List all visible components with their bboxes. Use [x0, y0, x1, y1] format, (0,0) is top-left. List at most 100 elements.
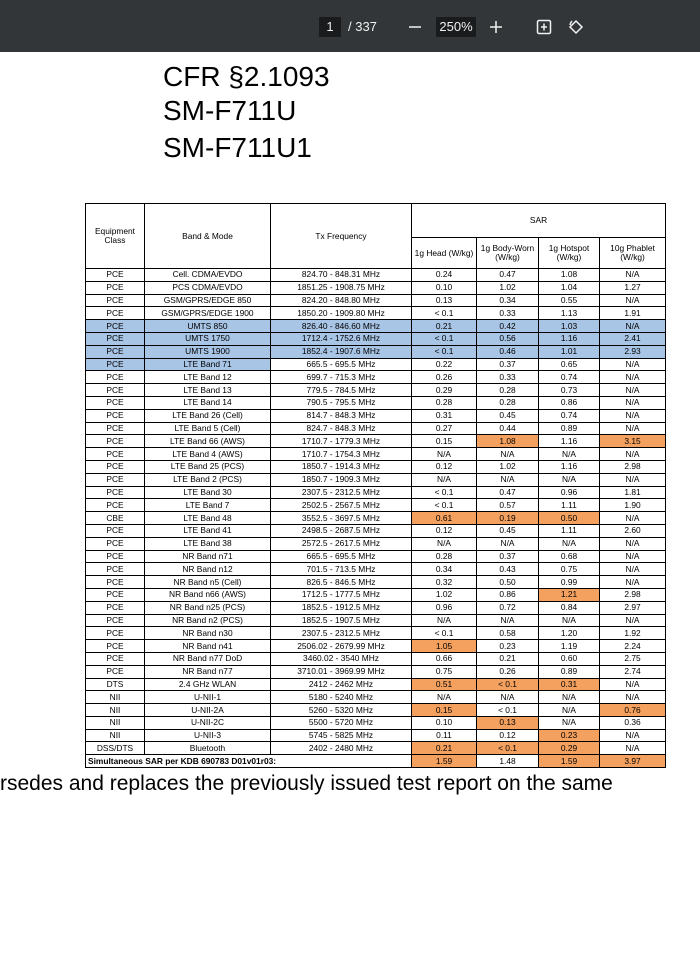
- table-cell: N/A: [411, 536, 477, 551]
- table-cell: U-NII-2C: [144, 715, 271, 730]
- table-row: PCE NR Band n5 (Cell) 826.5 - 846.5 MHz 0.3…: [85, 575, 667, 589]
- table-cell: LTE Band 66 (AWS): [144, 434, 271, 449]
- table-cell: 0.37: [476, 549, 539, 564]
- table-cell: 3.15: [598, 434, 667, 449]
- header-cell: 1g Head (W/kg): [411, 237, 477, 269]
- table-row: PCE NR Band n12 701.5 - 713.5 MHz 0.34 0.43 0…: [85, 562, 667, 577]
- toolbar: 1 / 337 250%: [0, 0, 700, 52]
- table-cell: PCE: [85, 395, 145, 410]
- table-cell: 0.96: [411, 600, 477, 615]
- table-cell: 0.66: [411, 651, 477, 666]
- table-cell: LTE Band 7: [144, 498, 271, 513]
- table-cell: 0.75: [538, 562, 600, 577]
- table-cell: N/A: [538, 447, 600, 461]
- table-cell: 0.96: [538, 485, 600, 500]
- table-cell: 0.73: [538, 383, 600, 397]
- table-cell: N/A: [538, 690, 600, 705]
- table-cell: 0.28: [411, 549, 477, 564]
- table-cell: 2572.5 - 2617.5 MHz: [270, 536, 412, 551]
- table-cell: 0.21: [476, 651, 539, 666]
- table-cell: NR Band n77 DoD: [144, 651, 271, 666]
- table-cell: LTE Band 5 (Cell): [144, 421, 271, 436]
- table-cell: 0.23: [538, 728, 600, 743]
- table-cell: 1710.7 - 1754.3 MHz: [270, 447, 412, 461]
- table-cell: Bluetooth: [144, 741, 271, 756]
- table-cell: 0.84: [538, 600, 600, 615]
- table-cell: PCE: [85, 447, 145, 461]
- table-cell: 790.5 - 795.5 MHz: [270, 395, 412, 410]
- table-cell: < 0.1: [476, 703, 539, 717]
- table-cell: PCE: [85, 383, 145, 397]
- table-cell: 0.43: [476, 562, 539, 577]
- zoom-in[interactable]: [489, 20, 503, 34]
- table-cell: PCE: [85, 536, 145, 551]
- table-row: DSS/DTS Bluetooth 2402 - 2480 MHz 0.21 < 0.1…: [85, 741, 667, 756]
- table-cell: 0.31: [538, 677, 600, 692]
- table-row: PCE LTE Band 30 2307.5 - 2312.5 MHz < 0.1 0.…: [85, 485, 667, 500]
- table-cell: UMTS 1900: [144, 344, 271, 359]
- fit-page[interactable]: [536, 19, 552, 35]
- table-cell: PCE: [85, 600, 145, 615]
- table-cell: PCE: [85, 523, 145, 538]
- table-cell: NII: [85, 690, 145, 705]
- table-cell: 0.42: [476, 319, 539, 333]
- table-cell: 0.89: [538, 664, 600, 679]
- table-cell: LTE Band 26 (Cell): [144, 408, 271, 423]
- table-cell: PCE: [85, 293, 145, 308]
- table-cell: N/A: [476, 536, 539, 551]
- table-cell: PCS CDMA/EVDO: [144, 280, 271, 295]
- table-cell: 826.40 - 846.60 MHz: [270, 319, 412, 333]
- table-row: PCE GSM/GPRS/EDGE 850 824.20 - 848.80 MHz 0…: [85, 293, 667, 308]
- footer-cell: 1.59: [538, 754, 600, 769]
- table-cell: 0.10: [411, 715, 477, 730]
- table-row: PCE UMTS 1900 1852.4 - 1907.6 MHz < 0.1 0.46…: [85, 344, 667, 359]
- table-cell: PCE: [85, 587, 145, 602]
- table-cell: LTE Band 4 (AWS): [144, 447, 271, 461]
- zoom-input[interactable]: 250%: [436, 17, 476, 37]
- table-cell: PCE: [85, 344, 145, 359]
- table-row: PCE NR Band n77 3710.01 - 3969.99 MHz 0.75 0…: [85, 664, 667, 679]
- table-cell: 2.93: [598, 344, 667, 359]
- table-cell: 1.81: [598, 485, 667, 500]
- zoom-out[interactable]: [408, 21, 422, 33]
- table-cell: 665.5 - 695.5 MHz: [270, 549, 412, 564]
- footer-label: Simultaneous SAR per KDB 690783 D01v01r0…: [85, 754, 412, 769]
- table-cell: NR Band n5 (Cell): [144, 575, 271, 589]
- page-input[interactable]: 1: [319, 17, 341, 37]
- table-cell: 1852.4 - 1907.6 MHz: [270, 344, 412, 359]
- table-cell: 0.23: [476, 639, 539, 653]
- table-cell: 0.22: [411, 357, 477, 372]
- table-cell: 0.26: [411, 370, 477, 385]
- table-cell: 0.65: [538, 357, 600, 372]
- table-cell: NII: [85, 715, 145, 730]
- table-cell: PCE: [85, 639, 145, 653]
- table-cell: N/A: [598, 472, 667, 487]
- table-cell: 2402 - 2480 MHz: [270, 741, 412, 756]
- table-cell: 1.20: [538, 626, 600, 641]
- table-cell: 0.72: [476, 600, 539, 615]
- table-cell: 0.13: [476, 715, 539, 730]
- table-cell: 0.74: [538, 370, 600, 385]
- table-cell: N/A: [598, 575, 667, 589]
- rotate[interactable]: [567, 18, 585, 36]
- table-cell: 1.02: [411, 587, 477, 602]
- table-cell: 2506.02 - 2679.99 MHz: [270, 639, 412, 653]
- table-cell: U-NII-2A: [144, 703, 271, 717]
- table-cell: 0.33: [476, 370, 539, 385]
- table-cell: 0.47: [476, 485, 539, 500]
- table-cell: 0.28: [476, 395, 539, 410]
- table-cell: 0.57: [476, 498, 539, 513]
- table-cell: N/A: [598, 536, 667, 551]
- header-cell: Band & Mode: [144, 203, 271, 269]
- heading: CFR §2.1093: [163, 61, 330, 92]
- header-cell: SAR: [410, 203, 667, 238]
- table-cell: 0.15: [411, 434, 477, 449]
- table-cell: PCE: [85, 370, 145, 385]
- table-cell: < 0.1: [411, 344, 477, 359]
- table-cell: PCE: [85, 319, 145, 333]
- table-cell: 779.5 - 784.5 MHz: [270, 383, 412, 397]
- table-cell: 5260 - 5320 MHz: [270, 703, 412, 717]
- table-cell: 0.60: [538, 651, 600, 666]
- table-cell: 1.90: [598, 498, 667, 513]
- table-cell: 1.11: [538, 523, 600, 538]
